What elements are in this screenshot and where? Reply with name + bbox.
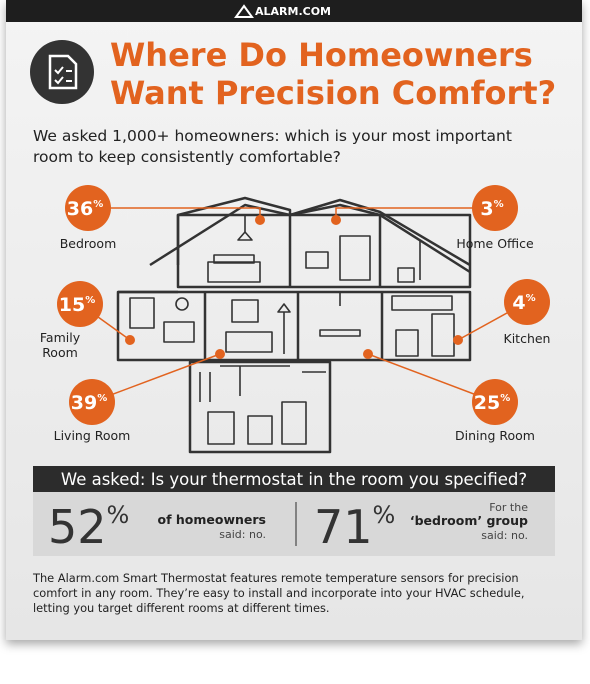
stat-unit: % [107, 501, 130, 529]
room-label: Dining Room [455, 428, 535, 443]
room-unit: % [85, 295, 95, 306]
stat-text: of homeowners [158, 512, 266, 527]
stat-unit: % [373, 501, 396, 529]
room-percent: 3% [480, 198, 503, 220]
survey-panel [33, 492, 555, 556]
stat-percent: 71% [314, 500, 395, 554]
top-bar [6, 0, 582, 22]
title-line: Where Do Homeowners [110, 36, 533, 74]
question-line: We asked 1,000+ homeowners: which is you… [33, 127, 512, 145]
stat-value: 52 [48, 500, 107, 554]
survey-bar [33, 466, 555, 492]
room-dot [453, 335, 463, 345]
room-badge [57, 281, 103, 327]
footer-line: comfort in any room. They’re easy to ins… [33, 586, 524, 600]
room-unit: % [526, 293, 536, 304]
stat-text: ‘bedroom’ group [410, 513, 528, 528]
room-label: Living Room [54, 428, 131, 443]
room-percent: 36% [67, 198, 103, 220]
stat-percent: 52% [48, 500, 129, 554]
room-label: Kitchen [504, 331, 551, 346]
footer: The Alarm.com Smart Thermostat features … [32, 571, 524, 615]
footer-line: letting you target different rooms at di… [33, 601, 330, 615]
room-dot [363, 349, 373, 359]
room-badge [504, 279, 550, 325]
room-unit: % [500, 393, 510, 404]
room-label: Bedroom [60, 236, 117, 251]
room-badge [472, 185, 518, 231]
room-dot [255, 215, 265, 225]
stat-value: 71 [314, 500, 373, 554]
room-unit: % [97, 393, 107, 404]
room-value: 25 [474, 392, 500, 414]
room-value: 3 [480, 198, 493, 220]
title-line: Want Precision Comfort? [110, 74, 556, 112]
survey-icon-checks [54, 66, 72, 85]
footer-line: The Alarm.com Smart Thermostat features … [32, 571, 519, 585]
room-label: Family [40, 330, 81, 345]
survey-icon [30, 40, 94, 104]
stat-text: said: no. [219, 528, 266, 541]
room-badge [69, 379, 115, 425]
logo-icon [234, 4, 254, 18]
survey-icon-page [48, 54, 78, 90]
room-value: 39 [71, 392, 97, 414]
room-value: 36 [67, 198, 93, 220]
room-label: Home Office [456, 236, 534, 251]
question-line: room to keep consistently comfortable? [33, 148, 341, 166]
stat-text: said: no. [481, 529, 528, 542]
room-label: Room [42, 345, 78, 360]
house-drawing [116, 196, 472, 454]
room-value: 4 [512, 292, 525, 314]
room-unit: % [494, 199, 504, 210]
logo: ALARM.COM [255, 5, 331, 18]
room-unit: % [93, 199, 103, 210]
survey-question: We asked: Is your thermostat in the room… [61, 470, 527, 489]
room-percent: 25% [474, 392, 510, 414]
room-badge [65, 185, 111, 231]
room-badge [472, 379, 518, 425]
room-percent: 15% [59, 294, 95, 316]
room-dot [215, 349, 225, 359]
stat-text: For the [489, 501, 528, 514]
room-value: 15 [59, 294, 85, 316]
room-dot [125, 335, 135, 345]
room-percent: 39% [71, 392, 107, 414]
room-dot [331, 215, 341, 225]
room-percent: 4% [512, 292, 535, 314]
